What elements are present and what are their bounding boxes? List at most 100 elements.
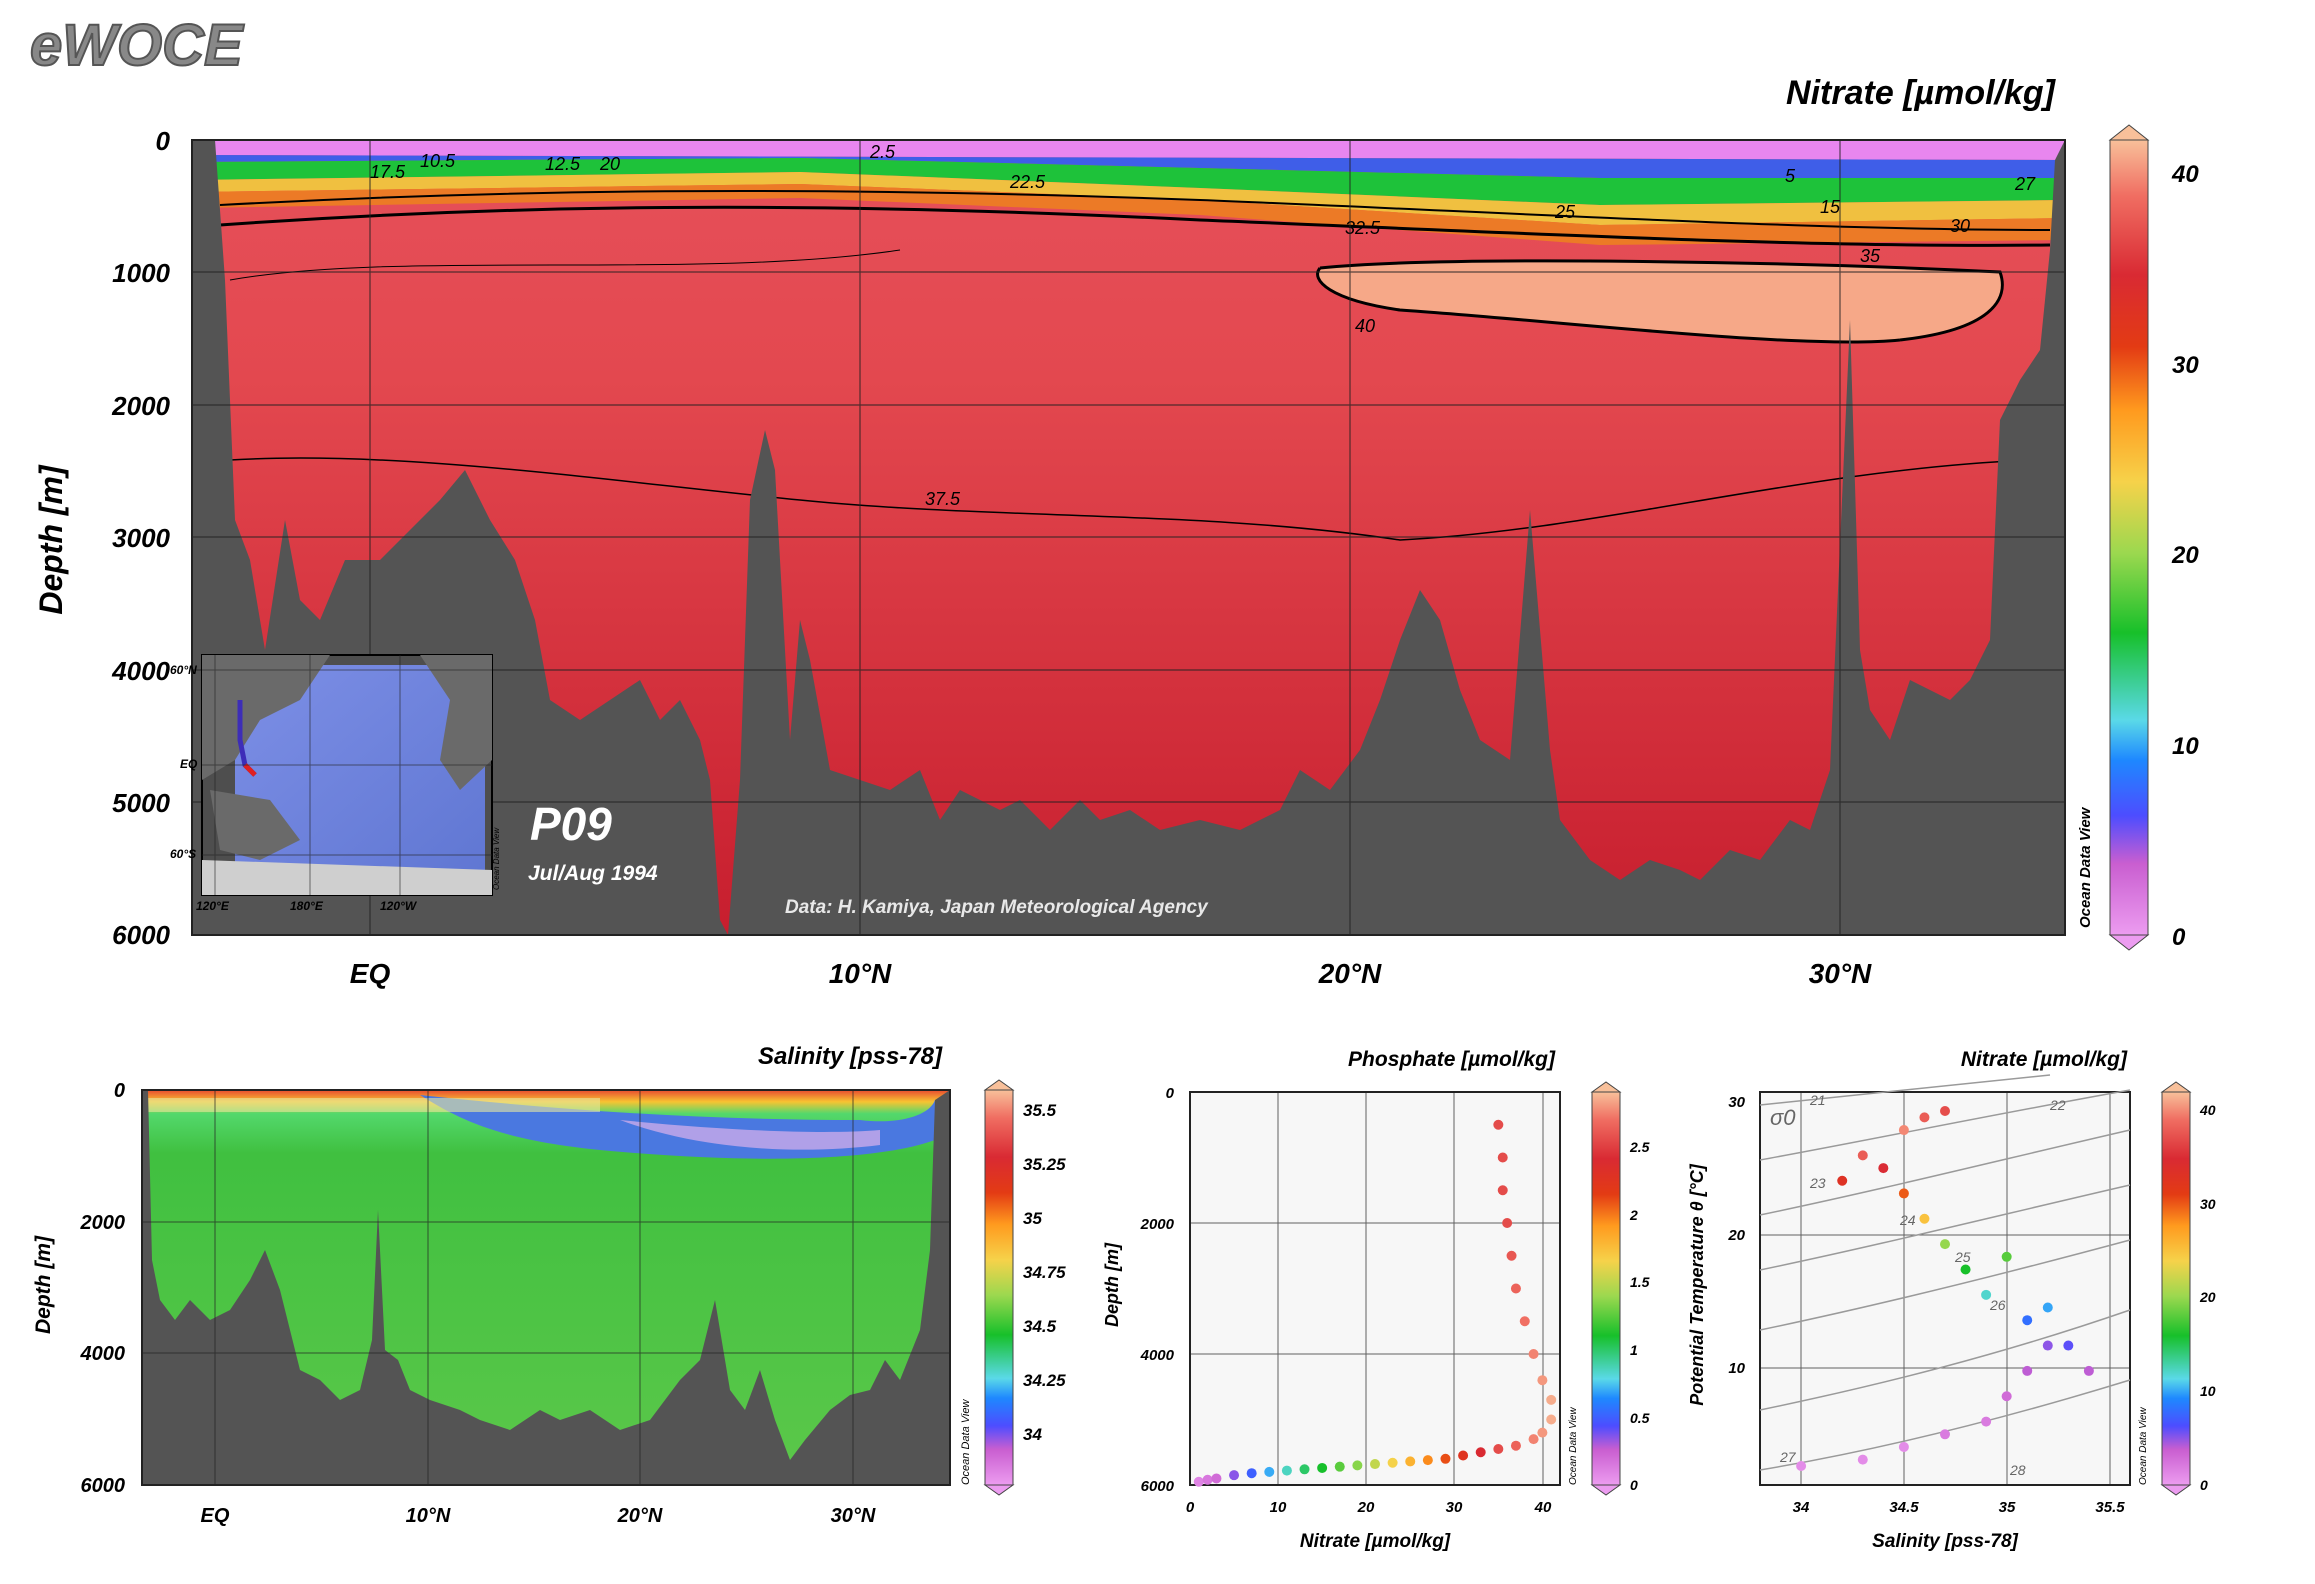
main-ytick-1000: 1000 <box>112 258 170 288</box>
sal-cbar-35.5: 35.5 <box>1023 1101 1057 1120</box>
ts-point-21 <box>2042 1302 2053 1313</box>
ts-point-17 <box>1919 1112 1930 1123</box>
ts-point-16 <box>1898 1125 1909 1136</box>
ts-cbar-0: 0 <box>2200 1477 2208 1493</box>
contour-label-12.5: 12.5 <box>545 154 581 174</box>
ts-point-1 <box>1857 1454 1868 1465</box>
ewoce-logo: eWOCE <box>30 13 245 78</box>
main-odv-credit: Ocean Data View <box>2077 806 2094 928</box>
ts-point-4 <box>1981 1416 1992 1427</box>
ts-point-22 <box>2001 1251 2012 1262</box>
sal-xtick-20n: 20°N <box>617 1505 663 1527</box>
phos-point-8 <box>1317 1462 1328 1473</box>
phos-point-19 <box>1510 1440 1521 1451</box>
main-cbar-tick-40: 40 <box>2171 161 2199 188</box>
svg-text:26: 26 <box>1989 1297 2006 1313</box>
main-cbar-tick-0: 0 <box>2172 924 2186 951</box>
phos-point-29 <box>1502 1218 1513 1228</box>
sal-cbar-34.25: 34.25 <box>1023 1371 1066 1390</box>
phos-xtick-20: 20 <box>1357 1499 1375 1516</box>
inset-lon-180e: 180°E <box>290 899 324 913</box>
phos-point-5 <box>1264 1466 1275 1477</box>
phos-xtick-30: 30 <box>1446 1499 1463 1516</box>
ts-point-5 <box>2001 1391 2012 1402</box>
phos-point-14 <box>1422 1455 1433 1466</box>
ts-cbar-30: 30 <box>2200 1196 2216 1212</box>
ts-point-13 <box>1898 1188 1909 1199</box>
svg-text:23: 23 <box>1809 1175 1826 1191</box>
phos-point-11 <box>1370 1459 1380 1470</box>
sal-cbar-34: 34 <box>1023 1425 1042 1444</box>
inset-lon-120w: 120°W <box>380 899 418 913</box>
ts-title: Nitrate [µmol/kg] <box>1961 1048 2128 1071</box>
salinity-bathymetry <box>142 1090 950 1485</box>
contour-label-17.5: 17.5 <box>370 162 406 182</box>
ts-cbar-40: 40 <box>2199 1102 2216 1118</box>
sal-cbar-34.75: 34.75 <box>1023 1263 1066 1282</box>
main-orange-layer <box>192 184 2065 245</box>
main-xtick-30n: 30°N <box>1809 958 1872 989</box>
phos-point-15 <box>1440 1453 1451 1464</box>
phos-point-9 <box>1334 1461 1345 1472</box>
main-contour-labels: 2.5 5 10.5 12.5 15 17.5 20 22.5 25 27 30… <box>370 142 2036 509</box>
sal-ytick-2000: 2000 <box>80 1212 126 1234</box>
sal-ytick-4000: 4000 <box>80 1343 126 1365</box>
phos-odv-credit: Ocean Data View <box>1568 1407 1579 1485</box>
main-contours <box>219 189 2051 541</box>
ts-point-18 <box>1940 1106 1950 1117</box>
main-ytick-6000: 6000 <box>112 920 170 950</box>
contour-label-25: 25 <box>1554 202 1576 222</box>
phos-ytick-0: 0 <box>1166 1085 1175 1102</box>
main-nitrate-max-zone <box>1317 260 2003 343</box>
main-ytick-0: 0 <box>156 126 171 156</box>
ts-point-7 <box>2042 1340 2053 1351</box>
contour-label-40: 40 <box>1355 316 1375 336</box>
main-cbar-tick-20: 20 <box>2171 542 2199 569</box>
ts-point-14 <box>1878 1163 1889 1174</box>
inset-odv-credit: Ocean Data View <box>492 827 501 890</box>
ts-x-label: Salinity [pss-78] <box>1872 1531 2018 1552</box>
ts-sigma-symbol: σ0 <box>1770 1105 1796 1130</box>
ts-point-9 <box>1981 1289 1992 1300</box>
phos-cbar-2.5: 2.5 <box>1629 1139 1650 1155</box>
contour-label-22.5: 22.5 <box>1009 172 1046 192</box>
phos-point-23 <box>1546 1394 1557 1405</box>
salinity-colorbar: 34 34.25 34.5 34.75 35 35.25 35.5 Ocean … <box>960 1079 1066 1496</box>
sal-ytick-0: 0 <box>114 1080 125 1102</box>
sal-cbar-34.5: 34.5 <box>1023 1317 1057 1336</box>
phos-point-13 <box>1405 1456 1416 1467</box>
svg-text:25: 25 <box>1954 1249 1971 1265</box>
phos-point-4 <box>1246 1468 1257 1479</box>
sal-xtick-30n: 30°N <box>831 1505 876 1527</box>
ts-point-23 <box>1837 1175 1848 1186</box>
main-cbar-tick-30: 30 <box>2172 352 2199 379</box>
phos-cbar-0.5: 0.5 <box>1630 1410 1650 1426</box>
data-credit: Data: H. Kamiya, Japan Meteorological Ag… <box>785 897 1209 918</box>
contour-label-37.5: 37.5 <box>925 489 961 509</box>
phos-point-21 <box>1537 1427 1548 1438</box>
ts-point-6 <box>2022 1365 2033 1376</box>
phosphate-x-label: Nitrate [µmol/kg] <box>1300 1531 1451 1552</box>
phos-point-12 <box>1387 1457 1398 1468</box>
phos-point-6 <box>1281 1465 1292 1476</box>
ts-point-19 <box>2083 1365 2094 1376</box>
phos-xtick-40: 40 <box>1534 1499 1552 1516</box>
ts-point-11 <box>1940 1239 1950 1250</box>
main-xtick-10n: 10°N <box>829 958 892 989</box>
phos-point-28 <box>1506 1250 1517 1261</box>
phos-ytick-4000: 4000 <box>1140 1347 1175 1364</box>
sal-cbar-35.25: 35.25 <box>1023 1155 1066 1174</box>
main-title: Nitrate [µmol/kg] <box>1786 74 2057 112</box>
ts-ytick-10: 10 <box>1728 1360 1745 1377</box>
phos-point-17 <box>1475 1447 1486 1458</box>
phosphate-colorbar: 0 0.5 1 1.5 2 2.5 Ocean Data View <box>1568 1081 1650 1496</box>
main-ytick-4000: 4000 <box>111 656 170 686</box>
ts-point-8 <box>2022 1315 2033 1326</box>
phosphate-title: Phosphate [µmol/kg] <box>1348 1048 1556 1071</box>
ts-xtick-34.5: 34.5 <box>1889 1499 1919 1516</box>
ts-point-3 <box>1940 1429 1950 1440</box>
phos-point-10 <box>1352 1460 1363 1471</box>
ts-point-12 <box>1919 1213 1930 1224</box>
ts-colorbar: 0 10 20 30 40 Ocean Data View <box>2138 1081 2216 1496</box>
salinity-section-plot: Salinity [pss-78] Depth [m] 0 2000 4000 … <box>32 1043 1066 1527</box>
